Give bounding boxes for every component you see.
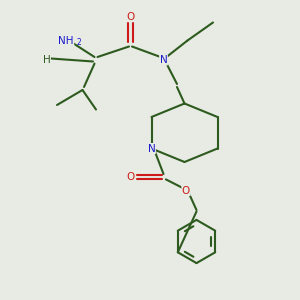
Text: N: N [148,143,155,154]
Text: O: O [126,172,135,182]
Text: NH: NH [58,35,74,46]
Text: O: O [126,11,135,22]
Text: O: O [182,185,190,196]
Text: H: H [43,55,50,65]
Text: 2: 2 [76,38,81,47]
Text: N: N [160,55,167,65]
